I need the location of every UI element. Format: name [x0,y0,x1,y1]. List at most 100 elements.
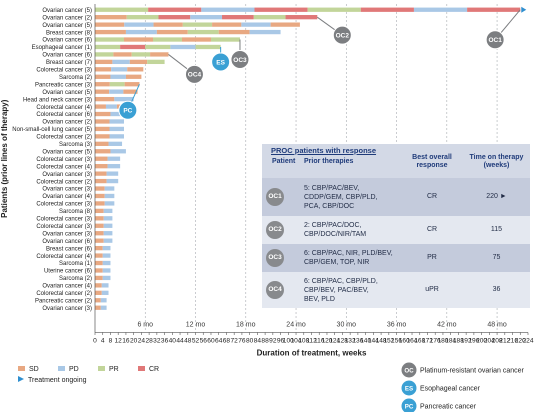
patient-label: Ovarian cancer (3) [42,187,92,193]
x-tick-label: 24 [138,337,146,344]
patient-label: Ovarian cancer (5) [42,23,92,29]
bar-segment [110,74,126,79]
bars [95,6,527,310]
patient-label: Ovarian cancer (4) [42,284,92,290]
bar-segment [95,7,149,12]
bar-segment [100,305,107,310]
bar-segment [187,29,219,35]
bar-segment [95,29,126,35]
x-tick-label: 20 [130,337,138,344]
bar-segment [95,305,101,310]
bar-segment [106,171,119,176]
bar-segment [123,37,153,42]
patient-label: Colorectal cancer (4) [36,254,92,260]
patient-label: Colorectal cancer (2) [36,291,92,297]
bar-segment [170,44,196,50]
x-tick-label: 16 [122,337,130,344]
x-tick-label: 12 [115,337,123,344]
bar-segment [95,67,112,72]
bar-segment [95,96,115,102]
bar-segment [249,29,281,35]
prior-therapies: 2: CBP/PAC/DOC, CBP/DOC/NIR/TAM [304,221,366,239]
x-tick-label: 144 [368,337,379,344]
patient-label: Colorectal cancer (3) [36,217,92,223]
prior-therapies-line: PCA, CBP/DOC [304,202,355,210]
x-tick-label: 76 [238,337,246,344]
bar-segment [109,134,124,139]
patient-badge: OC1 [266,188,284,206]
time-on-therapy: 75 [492,254,501,261]
legend-swatch [18,366,25,371]
patient-label: Breast cancer (6) [46,246,92,252]
table-header: PROC patients with response Patient Prio… [262,144,530,178]
x-tick-label: 128 [337,337,348,344]
callout-badge-label: OC1 [488,37,502,44]
patient-badge: OC3 [266,249,284,267]
bar-segment [110,111,126,117]
patient-label: Ovarian cancer (5) [42,90,92,96]
bar-segment [95,231,104,236]
patient-label: Ovarian cancer (2) [42,120,92,126]
x-tick-label: 120 [321,337,332,344]
x-tick-label: 32 [153,337,161,344]
month-label: 36 mo [387,321,407,328]
bar-segment [114,96,134,102]
bar-segment [95,141,109,146]
x-tick-label: 136 [352,337,363,344]
x-tick-label: 112 [306,337,317,344]
legend-label: PR [109,366,119,373]
bar-segment [120,44,146,50]
bar-segment [131,52,151,57]
badge-legend-code: ES [405,385,413,392]
prior-therapies-line: CBP/DOC/NIR/TAM [304,231,367,238]
patient-label: Sarcoma (8) [59,209,92,215]
bar-segment [95,298,101,303]
x-tick-label: 192 [461,337,472,344]
bar-segment [109,119,124,124]
bar-segment [95,74,111,79]
patient-label: Ovarian cancer (3) [42,231,92,237]
legend-label: PD [69,366,79,373]
header-time: Time on therapy (weeks) [469,154,524,169]
bar-segment [109,82,125,87]
badge-legend-code: OC [404,367,414,374]
bar-segment [190,15,223,20]
x-tick-label: 220 [515,337,526,344]
bar-segment [95,171,107,176]
x-tick-label: 152 [383,337,394,344]
bar-segment [195,44,221,50]
bar-segment [467,7,521,12]
bar-segment [101,290,109,295]
bar-segment [108,141,123,146]
callouts: OC1 OC2 OC3 ES OC4 PC [118,9,521,120]
x-tick-label: 84 [254,337,262,344]
bar-segment [95,186,105,191]
bar-segment [95,22,125,27]
legend-swatch [138,366,145,371]
bar-segment [270,22,300,27]
time-on-therapy: 36 [492,286,501,293]
bar-segment [103,208,113,214]
bar-segment [124,82,140,87]
badge-legend-icon [401,380,417,396]
bar-segment [95,82,110,87]
bar-segment [95,44,121,50]
bar-segment [102,268,111,273]
bar-segment [95,156,108,161]
bar-segment [103,231,113,236]
bar-segment [107,164,121,169]
callout-badge-label: PC [123,108,132,115]
x-tick-label: 132 [345,337,356,344]
x-tick-label: 88 [261,337,269,344]
bar-segment [95,216,104,221]
bar-segment [102,253,111,258]
y-axis-title: Patients (prior lines of therapy) [0,99,9,218]
bar-segment [95,275,103,281]
table-row: OC2 2: CBP/PAC/DOC, CBP/DOC/NIR/TAM CR 115 [262,216,530,244]
bar-segment [413,7,468,12]
patient-label: Pancreatic cancer (2) [35,298,92,304]
bar-segment [253,15,286,20]
prior-therapies-line: 2: CBP/PAC/DOC, [304,222,362,229]
bar-segment [158,15,191,20]
x-tick-label: 200 [476,337,487,344]
